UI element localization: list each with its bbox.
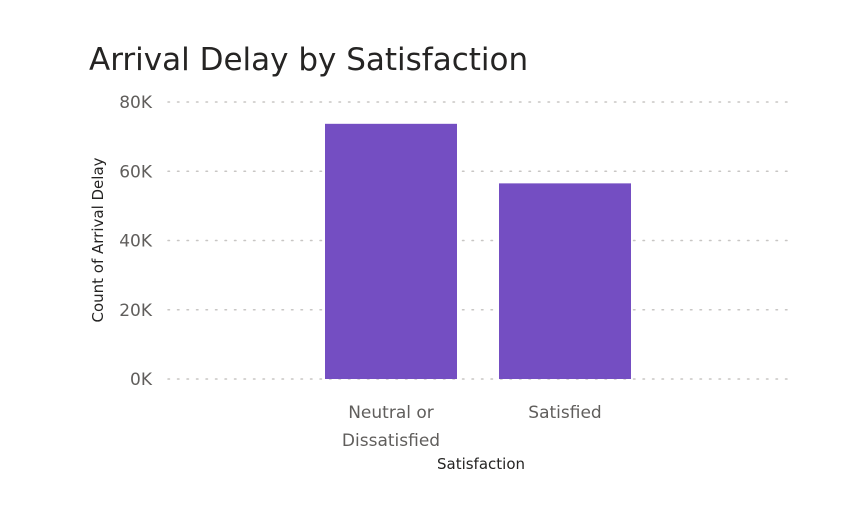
y-axis-ticks: 0K 20K 40K 60K 80K <box>119 93 153 390</box>
bars <box>325 123 631 379</box>
y-axis-title: Count of Arrival Delay <box>89 157 107 322</box>
bar[interactable] <box>325 123 457 379</box>
y-tick-label: 40K <box>119 232 153 252</box>
y-tick-label: 0K <box>130 370 153 390</box>
y-tick-label: 20K <box>119 301 153 321</box>
x-axis-title: Satisfaction <box>437 455 525 473</box>
bar[interactable] <box>499 183 631 379</box>
x-tick-label-group: Satisfied <box>528 403 601 423</box>
y-tick-label: 60K <box>119 162 153 182</box>
y-tick-label: 80K <box>119 93 153 113</box>
x-tick-label: Dissatisfied <box>342 431 440 451</box>
x-tick-label-group: Neutral or Dissatisfied <box>342 403 440 451</box>
x-tick-label: Neutral or <box>348 403 434 423</box>
x-axis-ticks: Neutral or Dissatisfied Satisfied <box>342 403 602 451</box>
chart-title: Arrival Delay by Satisfaction <box>89 42 528 78</box>
x-tick-label: Satisfied <box>528 403 601 423</box>
gridlines <box>167 101 794 380</box>
